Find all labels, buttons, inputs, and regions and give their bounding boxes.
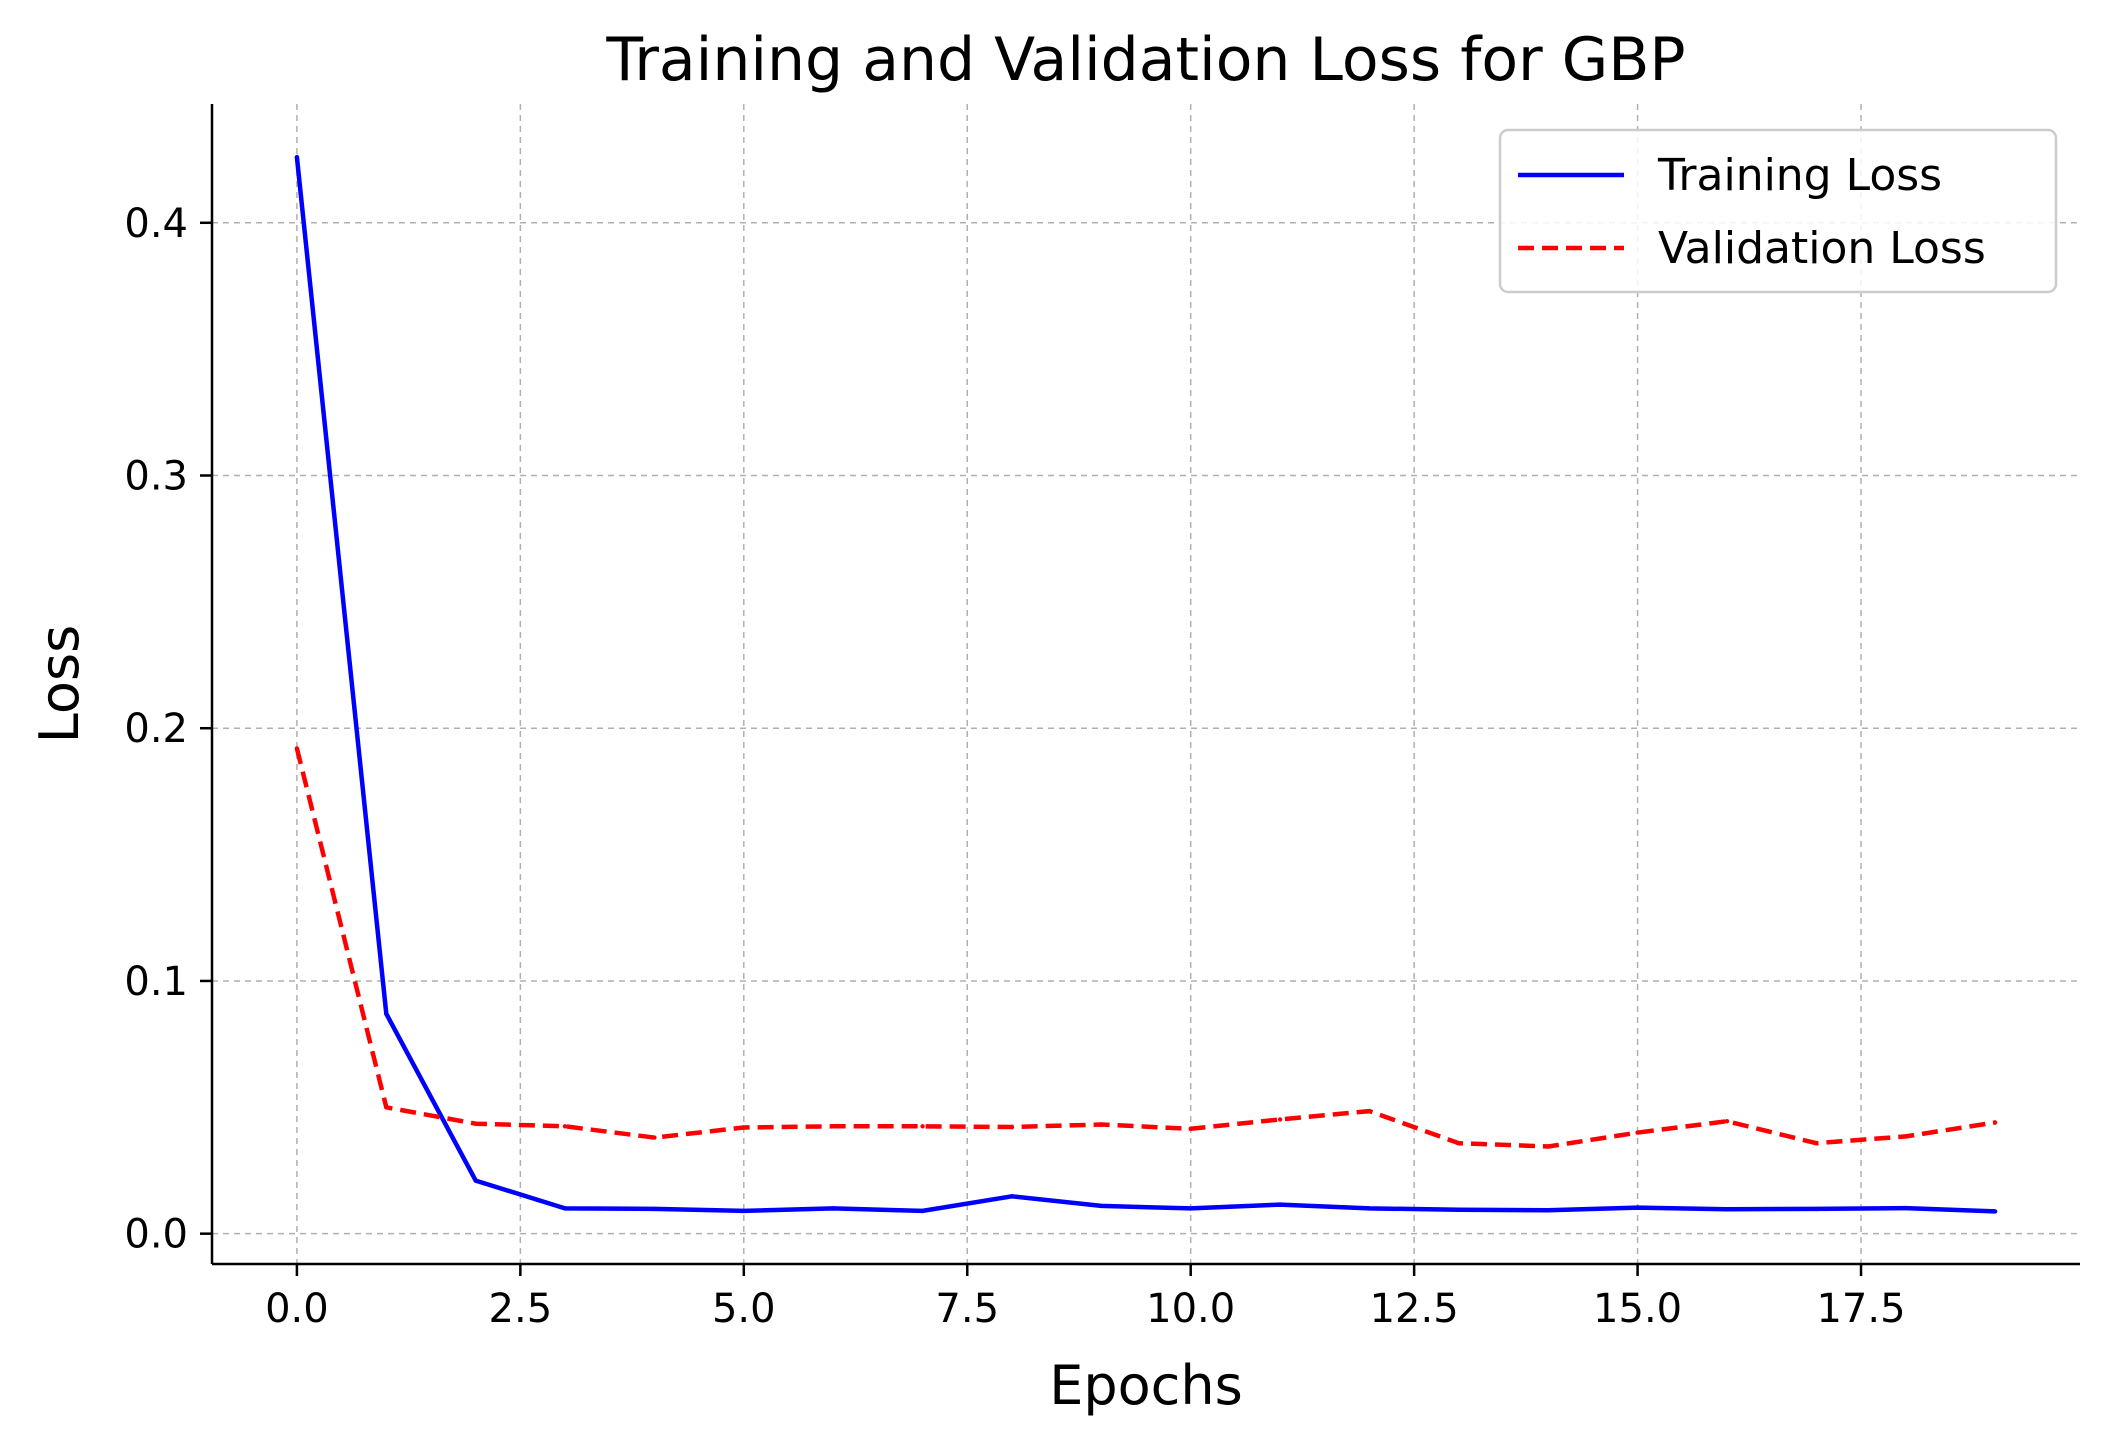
data-point-training-loss [1546, 1208, 1551, 1213]
x-axis-label: Epochs [1049, 1354, 1242, 1417]
y-tick-label: 0.3 [124, 454, 188, 500]
legend-label-training-loss: Training Loss [1657, 150, 1942, 201]
data-point-validation-loss [1367, 1108, 1372, 1114]
x-tick-label: 0.0 [265, 1286, 329, 1332]
data-point-validation-loss [294, 746, 300, 751]
data-point-training-loss [920, 1208, 925, 1214]
series-line-training-loss [294, 156, 1996, 1214]
x-tick-label: 17.5 [1816, 1286, 1905, 1332]
data-point-training-loss [1277, 1202, 1283, 1207]
data-point-validation-loss [473, 1121, 478, 1126]
data-point-validation-loss [562, 1124, 568, 1129]
y-axis-ticks: 0.0 0.1 0.2 0.3 0.4 [124, 201, 212, 1258]
data-point-validation-loss [1099, 1122, 1104, 1127]
x-tick-label: 5.0 [712, 1286, 776, 1332]
data-point-training-loss [1903, 1205, 1908, 1211]
y-tick-label: 0.0 [124, 1212, 188, 1258]
data-point-training-loss [1099, 1203, 1104, 1209]
y-axis-label: Loss [28, 625, 91, 743]
series-layer [294, 154, 1998, 1214]
data-point-training-loss [562, 1206, 568, 1211]
data-point-validation-loss [831, 1124, 836, 1129]
data-point-validation-loss [1814, 1141, 1819, 1146]
x-tick-label: 7.5 [935, 1286, 999, 1332]
data-point-validation-loss [1188, 1126, 1193, 1132]
data-point-validation-loss [920, 1124, 925, 1129]
x-tick-label: 12.5 [1370, 1286, 1459, 1332]
legend-label-validation-loss: Validation Loss [1658, 223, 1986, 274]
data-point-validation-loss [1456, 1141, 1462, 1146]
data-point-validation-loss [1635, 1130, 1640, 1135]
data-point-training-loss [1456, 1207, 1462, 1212]
data-point-validation-loss [1724, 1119, 1730, 1124]
data-point-training-loss [294, 154, 300, 160]
x-tick-label: 15.0 [1593, 1286, 1682, 1332]
data-point-training-loss [1814, 1206, 1819, 1212]
data-point-training-loss [1188, 1206, 1193, 1211]
data-point-training-loss [1724, 1207, 1730, 1212]
legend: Training Loss Validation Loss [1498, 128, 2058, 294]
data-point-training-loss [831, 1206, 836, 1211]
x-tick-label: 2.5 [489, 1286, 553, 1332]
data-point-validation-loss [741, 1125, 746, 1130]
y-tick-label: 0.1 [124, 959, 188, 1005]
data-point-training-loss [741, 1208, 746, 1214]
x-tick-label: 10.0 [1146, 1286, 1235, 1332]
data-point-validation-loss [1546, 1144, 1551, 1149]
data-point-validation-loss [384, 1105, 389, 1110]
data-point-training-loss [652, 1206, 657, 1212]
y-tick-label: 0.4 [124, 201, 188, 247]
data-point-training-loss [1635, 1205, 1640, 1210]
legend-box [1498, 128, 2058, 294]
data-point-training-loss [384, 1011, 389, 1016]
data-point-validation-loss [652, 1135, 657, 1140]
x-axis-ticks: 0.0 2.5 5.0 7.5 10.0 12.5 15.0 17.5 [265, 1264, 1906, 1332]
data-point-validation-loss [1903, 1134, 1908, 1139]
data-point-training-loss [1009, 1194, 1015, 1199]
data-point-training-loss [473, 1178, 478, 1183]
data-point-training-loss [1992, 1209, 1998, 1214]
chart-title: Training and Validation Loss for GBP [605, 25, 1685, 95]
series-line-validation-loss [294, 747, 1996, 1149]
y-tick-label: 0.2 [124, 706, 188, 752]
data-point-validation-loss [1277, 1117, 1283, 1122]
data-point-validation-loss [1009, 1124, 1015, 1130]
data-point-training-loss [1367, 1206, 1372, 1211]
data-point-validation-loss [1992, 1120, 1998, 1125]
